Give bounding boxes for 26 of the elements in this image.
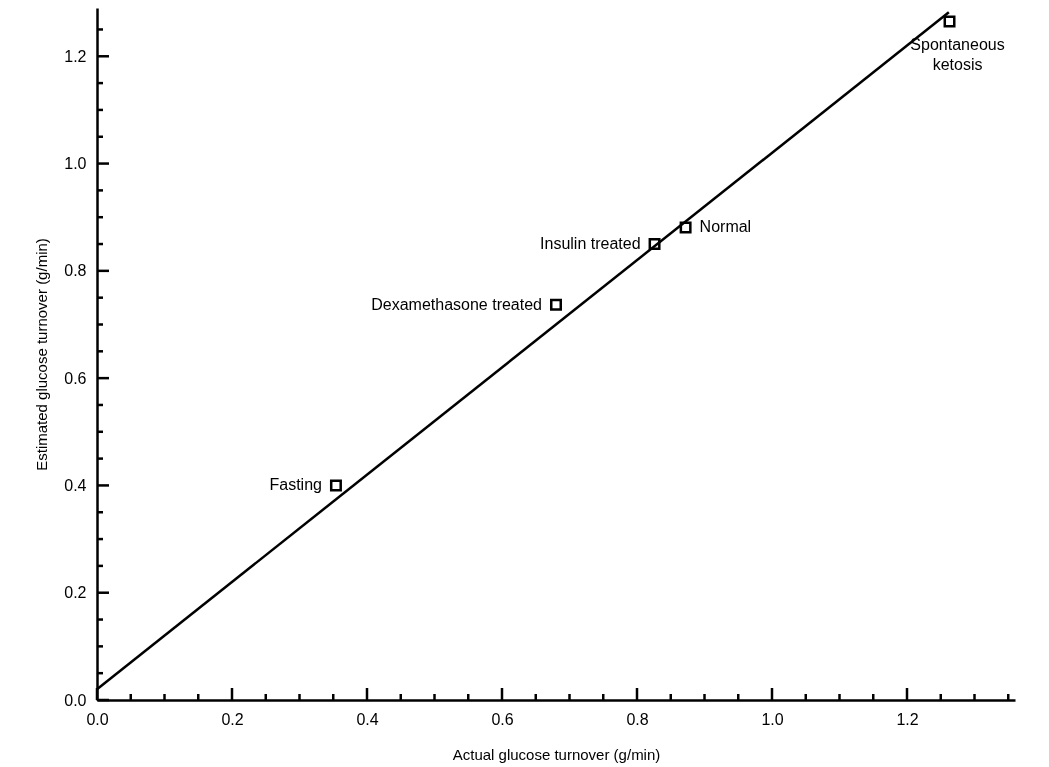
x-tick-label: 0.2 [221,710,244,728]
x-tick-label: 1.2 [896,710,919,728]
x-tick-label: 0.4 [356,710,379,728]
y-tick-label: 0.0 [64,691,87,709]
point [329,479,342,492]
annotation: Dexamethasone treated [371,295,542,313]
point [679,221,692,234]
point [550,298,562,311]
y-axis-title: Estimated glucose turnover (g/min) [33,238,51,471]
x-tick-label: 1.0 [761,710,784,728]
y-tick-label: 0.6 [64,369,87,387]
y-tick-label: 0.8 [64,262,87,280]
annotation: Normal [699,218,752,236]
annotation: Fasting [269,476,322,494]
point [943,15,956,28]
y-tick-label: 1.0 [64,155,87,173]
x-axis-title: Actual glucose turnover (g/min) [452,745,661,763]
x-tick-label: 0.0 [86,710,109,728]
annotation: Spontaneous ketosis [910,36,1005,74]
y-tick-label: 1.2 [64,47,87,65]
x-tick-label: 0.8 [626,710,649,728]
x-tick-label: 0.6 [491,710,514,728]
annotation: Insulin treated [540,235,641,253]
y-tick-label: 0.4 [64,476,87,494]
y-tick-label: 0.2 [64,584,87,602]
point [648,238,661,251]
